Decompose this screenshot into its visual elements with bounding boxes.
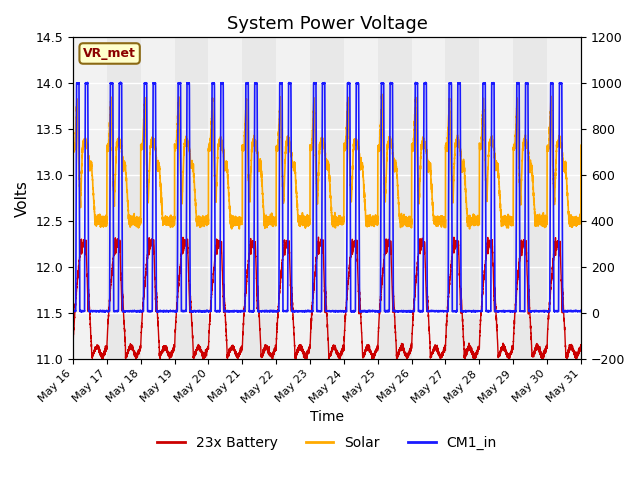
Bar bbox=[479, 37, 513, 359]
Bar bbox=[141, 37, 175, 359]
Bar bbox=[73, 37, 107, 359]
Bar bbox=[547, 37, 581, 359]
Bar bbox=[276, 37, 310, 359]
Bar bbox=[344, 37, 378, 359]
X-axis label: Time: Time bbox=[310, 410, 344, 424]
Title: System Power Voltage: System Power Voltage bbox=[227, 15, 428, 33]
Y-axis label: Volts: Volts bbox=[15, 180, 30, 216]
Legend: 23x Battery, Solar, CM1_in: 23x Battery, Solar, CM1_in bbox=[152, 430, 502, 456]
Bar bbox=[209, 37, 243, 359]
Text: VR_met: VR_met bbox=[83, 47, 136, 60]
Bar bbox=[412, 37, 445, 359]
